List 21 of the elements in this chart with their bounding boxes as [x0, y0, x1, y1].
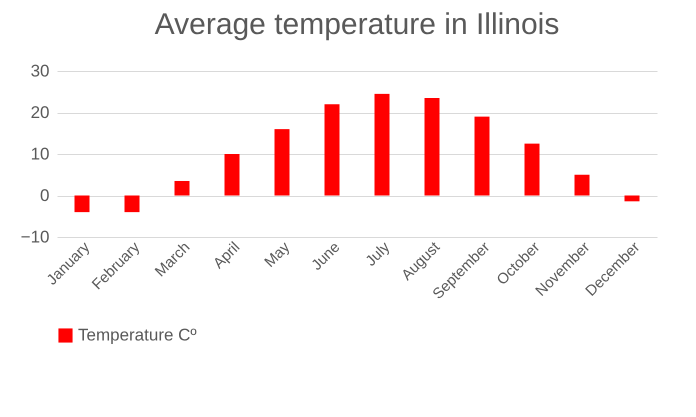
y-tick-label: 0 — [40, 186, 50, 205]
chart-title: Average temperature in Illinois — [154, 8, 560, 41]
y-tick-label: 20 — [30, 103, 50, 122]
y-tick-label: 30 — [30, 62, 50, 80]
legend-label: Temperature Cº — [78, 326, 197, 344]
bar — [474, 116, 490, 196]
bar — [524, 144, 540, 196]
bar — [624, 196, 640, 202]
x-tick-label: May — [261, 238, 294, 271]
bar — [574, 174, 590, 196]
x-tick-label: July — [362, 238, 394, 270]
y-tick-label: −10 — [20, 228, 50, 246]
bar — [274, 129, 290, 196]
bar — [174, 180, 190, 196]
y-tick-label: 10 — [30, 144, 50, 164]
bar — [124, 196, 140, 212]
bar — [374, 94, 390, 196]
bar — [74, 196, 90, 212]
bar — [324, 104, 340, 196]
bar — [224, 154, 240, 196]
bar — [424, 98, 440, 196]
